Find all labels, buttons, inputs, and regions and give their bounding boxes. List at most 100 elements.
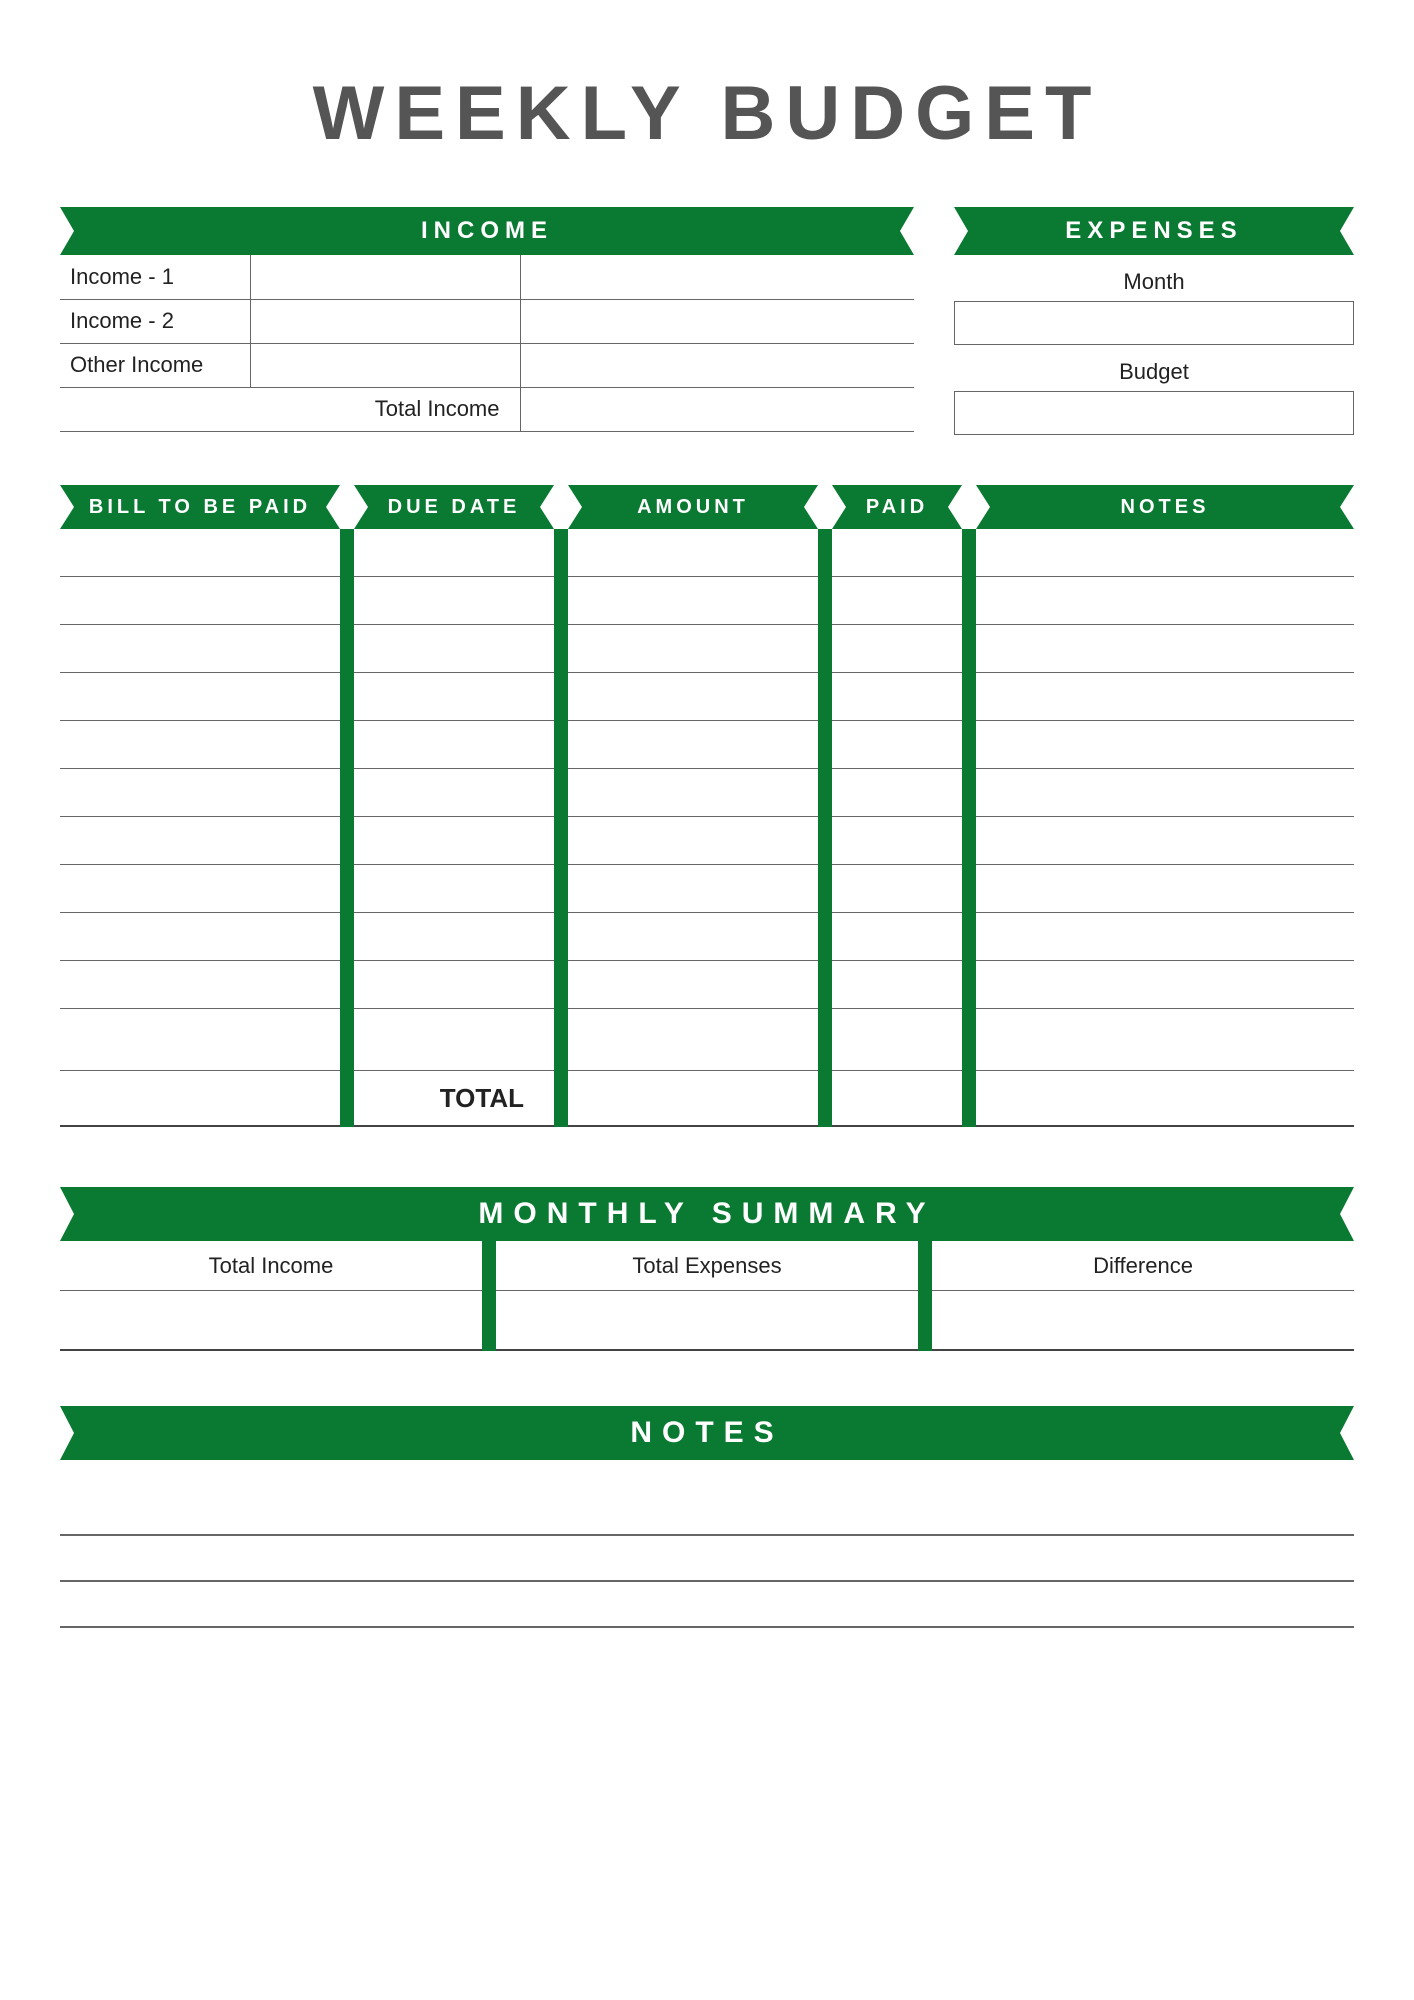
bills-cell[interactable] xyxy=(60,817,340,864)
column-divider xyxy=(340,529,354,1127)
bills-cell[interactable] xyxy=(60,961,340,1008)
bills-cell[interactable] xyxy=(568,961,818,1008)
bills-header-row: BILL TO BE PAIDDUE DATEAMOUNTPAIDNOTES xyxy=(60,485,1354,529)
bills-cell[interactable] xyxy=(976,577,1354,624)
bills-cell[interactable] xyxy=(976,817,1354,864)
column-divider xyxy=(482,1241,496,1351)
column-divider xyxy=(818,529,832,1127)
bills-cell[interactable] xyxy=(60,865,340,912)
bills-total-value[interactable] xyxy=(568,1071,818,1125)
income-row-2-v2[interactable] xyxy=(520,299,914,343)
expenses-budget-input[interactable] xyxy=(954,391,1354,435)
bills-cell[interactable] xyxy=(976,913,1354,960)
bills-cell[interactable] xyxy=(354,961,554,1008)
income-row-1-v2[interactable] xyxy=(520,255,914,299)
bills-cell[interactable] xyxy=(354,673,554,720)
note-line[interactable] xyxy=(60,1582,1354,1628)
column-divider xyxy=(962,529,976,1127)
bills-col-header-4: NOTES xyxy=(976,485,1354,529)
bills-body: TOTAL xyxy=(60,529,1354,1127)
bills-cell[interactable] xyxy=(976,721,1354,768)
expenses-month-input[interactable] xyxy=(954,301,1354,345)
summary-body: Total IncomeTotal ExpensesDifference xyxy=(60,1241,1354,1351)
column-divider xyxy=(918,1241,932,1351)
bills-cell[interactable] xyxy=(976,1009,1354,1070)
bills-cell[interactable] xyxy=(568,529,818,576)
bills-section: BILL TO BE PAIDDUE DATEAMOUNTPAIDNOTES T… xyxy=(60,485,1354,1127)
bills-cell[interactable] xyxy=(354,721,554,768)
income-row-3-v2[interactable] xyxy=(520,343,914,387)
income-row-2-v1[interactable] xyxy=(250,299,520,343)
bills-cell[interactable] xyxy=(354,913,554,960)
bills-row xyxy=(60,673,1354,721)
bills-cell[interactable] xyxy=(832,577,962,624)
bills-cell[interactable] xyxy=(568,673,818,720)
bills-cell[interactable] xyxy=(832,1071,962,1125)
income-row-3-v1[interactable] xyxy=(250,343,520,387)
bills-cell[interactable] xyxy=(354,577,554,624)
bills-cell[interactable] xyxy=(60,529,340,576)
income-total-row: Total Income xyxy=(60,387,914,431)
bills-cell[interactable] xyxy=(568,577,818,624)
bills-cell[interactable] xyxy=(832,529,962,576)
bills-cell[interactable] xyxy=(568,625,818,672)
bills-cell[interactable] xyxy=(60,673,340,720)
income-total-value[interactable] xyxy=(520,387,914,431)
expenses-month-label: Month xyxy=(954,269,1354,295)
bills-cell[interactable] xyxy=(832,817,962,864)
bills-cell[interactable] xyxy=(976,769,1354,816)
bills-cell[interactable] xyxy=(832,1009,962,1070)
summary-label: Difference xyxy=(932,1241,1354,1290)
expenses-header: EXPENSES xyxy=(954,207,1354,255)
bills-cell[interactable] xyxy=(354,769,554,816)
bills-cell[interactable] xyxy=(832,673,962,720)
note-line[interactable] xyxy=(60,1536,1354,1582)
bills-cell[interactable] xyxy=(354,529,554,576)
bills-cell[interactable] xyxy=(60,577,340,624)
bills-col-header-2: AMOUNT xyxy=(568,485,818,529)
bills-cell[interactable] xyxy=(832,865,962,912)
bills-cell[interactable] xyxy=(568,913,818,960)
bills-cell[interactable] xyxy=(60,1009,340,1070)
bills-cell[interactable] xyxy=(568,1009,818,1070)
bills-cell[interactable] xyxy=(976,1071,1354,1125)
bills-cell[interactable] xyxy=(976,865,1354,912)
bills-cell[interactable] xyxy=(976,673,1354,720)
summary-value[interactable] xyxy=(60,1291,482,1349)
bills-cell[interactable] xyxy=(354,1009,554,1070)
bills-cell[interactable] xyxy=(354,817,554,864)
bills-cell[interactable] xyxy=(832,961,962,1008)
bills-col-header-3: PAID xyxy=(832,485,962,529)
bills-row xyxy=(60,721,1354,769)
bills-col-header-0: BILL TO BE PAID xyxy=(60,485,340,529)
bills-cell[interactable] xyxy=(60,913,340,960)
summary-values-row xyxy=(60,1291,1354,1351)
bills-cell[interactable] xyxy=(568,817,818,864)
summary-value[interactable] xyxy=(496,1291,918,1349)
summary-header: MONTHLY SUMMARY xyxy=(60,1187,1354,1241)
income-row-1-v1[interactable] xyxy=(250,255,520,299)
bills-cell[interactable] xyxy=(354,625,554,672)
bills-total-row: TOTAL xyxy=(60,1071,1354,1127)
bills-cell[interactable] xyxy=(832,769,962,816)
column-divider xyxy=(554,529,568,1127)
bills-cell[interactable] xyxy=(832,721,962,768)
bills-cell[interactable] xyxy=(60,769,340,816)
income-row-3: Other Income xyxy=(60,343,914,387)
bills-cell[interactable] xyxy=(832,913,962,960)
note-line[interactable] xyxy=(60,1490,1354,1536)
bills-cell[interactable] xyxy=(568,721,818,768)
bills-cell[interactable] xyxy=(976,529,1354,576)
bills-cell[interactable] xyxy=(354,865,554,912)
bills-cell[interactable] xyxy=(60,625,340,672)
expenses-budget-label: Budget xyxy=(954,359,1354,385)
top-section: INCOME Income - 1 Income - 2 Other Incom… xyxy=(60,207,1354,435)
bills-cell[interactable] xyxy=(976,961,1354,1008)
bills-cell[interactable] xyxy=(976,625,1354,672)
bills-cell[interactable] xyxy=(832,625,962,672)
bills-cell[interactable] xyxy=(568,769,818,816)
summary-value[interactable] xyxy=(932,1291,1354,1349)
bills-row xyxy=(60,913,1354,961)
bills-cell[interactable] xyxy=(568,865,818,912)
bills-cell[interactable] xyxy=(60,721,340,768)
